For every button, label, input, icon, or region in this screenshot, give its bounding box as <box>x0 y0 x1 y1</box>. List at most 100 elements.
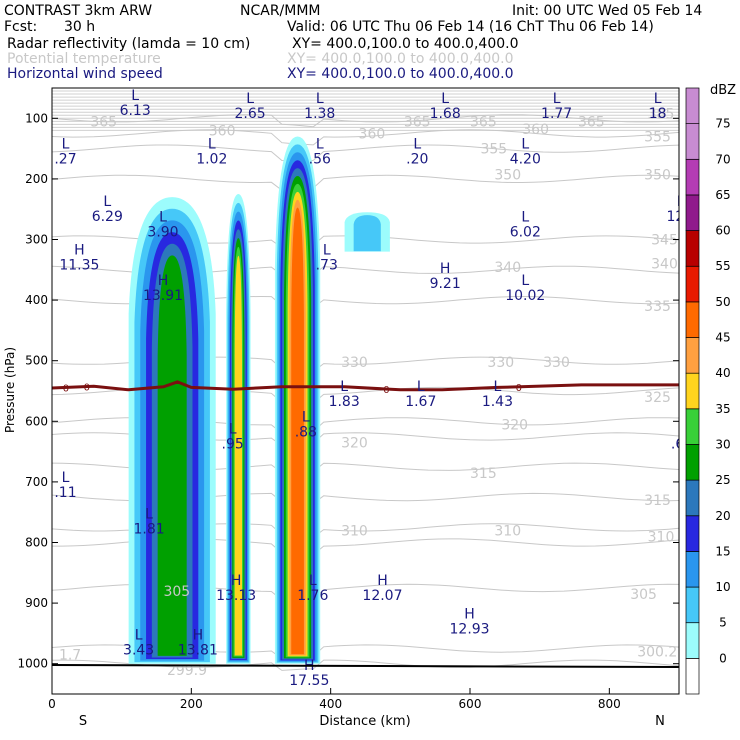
theta-label: 350 <box>644 168 671 184</box>
wind-extremum-value: .11 <box>54 485 76 501</box>
colorbar-tick-label: 70 <box>715 152 730 166</box>
colorbar-swatch <box>685 337 700 374</box>
wind-extremum-value: 12.7 <box>666 209 697 225</box>
theta-contour <box>52 114 679 128</box>
colorbar-tick-label: 30 <box>715 437 730 451</box>
y-tick-label: 500 <box>25 354 48 368</box>
wind-extremum-value: 1.68 <box>430 106 461 122</box>
colorbar-swatch <box>685 515 700 552</box>
theta-label: 355 <box>480 142 507 158</box>
wind-extremum-value: 1.02 <box>196 152 227 168</box>
theta-label: 330 <box>341 355 368 371</box>
field-1-xy: XY= 400.0,100.0 to 400.0,400.0 <box>292 36 519 52</box>
freezing-level-label: 0 <box>516 383 522 394</box>
wind-extremum-value: 6.13 <box>120 103 151 119</box>
plot-area: 0 0 0 0 365 360 360 365 365 365 360 385 355 355 350 35… <box>52 88 697 689</box>
wind-extremum-type: L <box>62 470 70 486</box>
wind-extremum-value: .95 <box>222 436 244 452</box>
theta-label: 300.2 <box>637 645 677 661</box>
reflectivity-contour <box>157 255 187 656</box>
wind-extremum-type: H <box>440 261 451 277</box>
wind-extremum-value: 2.65 <box>235 106 266 122</box>
wind-extremum-type: L <box>302 409 310 425</box>
wind-extremum-value: .20 <box>406 152 428 168</box>
field-1-name: Radar reflectivity (lamda = 10 cm) <box>7 36 250 52</box>
theta-label: 360 <box>209 123 236 139</box>
colorbar-unit: dBZ <box>710 83 736 98</box>
wind-extremum-value: 10.02 <box>505 288 545 304</box>
plot-frame <box>51 87 680 695</box>
theta-label: 340 <box>494 260 521 276</box>
y-tick-label: 600 <box>25 414 48 428</box>
model-title: CONTRAST 3km ARW <box>4 3 152 19</box>
wind-extremum-value: 3.90 <box>147 224 178 240</box>
wind-extremum-type: L <box>246 91 254 107</box>
colorbar-swatch <box>685 586 700 624</box>
colorbar-tick-label: 65 <box>715 188 730 202</box>
wind-extremum-type: L <box>159 209 167 225</box>
wind-extremum-value: 4.20 <box>510 152 541 168</box>
wind-extremum-value: 17.55 <box>289 673 329 689</box>
colorbar-swatch <box>685 551 700 588</box>
theta-label: 320 <box>341 436 368 452</box>
wind-extremum-type: L <box>145 506 153 522</box>
wind-extremum-type: L <box>521 273 529 289</box>
wind-extremum-value: 11.35 <box>59 258 99 274</box>
reflectivity-contour <box>353 215 381 252</box>
wind-extremum-type: L <box>316 91 324 107</box>
colorbar: 0 5 10 15 20 25 30 35 40 45 50 55 60 65 70 75 <box>685 87 731 695</box>
wind-extremum-type: L <box>553 91 561 107</box>
reflectivity-contour <box>291 207 304 655</box>
wind-extremum-type: L <box>340 379 348 395</box>
colorbar-tick-label: 45 <box>715 331 730 345</box>
colorbar-tick-label: 25 <box>715 473 730 487</box>
theta-label: 355 <box>644 129 671 145</box>
wind-extremum-value: 1.38 <box>304 106 335 122</box>
colorbar-swatch <box>685 87 700 124</box>
theta-label: 365 <box>90 114 117 130</box>
theta-labels: 365 360 360 365 365 365 360 385 355 355 350 350 345 3… <box>59 106 678 678</box>
colorbar-tick-label: 15 <box>715 544 730 558</box>
theta-label: 345 <box>651 233 678 249</box>
init-time: Init: 00 UTC Wed 05 Feb 14 <box>512 3 702 19</box>
theta-label: 365 <box>404 114 431 130</box>
theta-label: 315 <box>644 493 671 509</box>
y-tick-label: 400 <box>25 293 48 307</box>
theta-label: 310 <box>494 523 521 539</box>
field-3-name: Horizontal wind speed <box>7 66 163 82</box>
fcst-label: Fcst: <box>4 19 37 35</box>
theta-label: 365 <box>470 114 497 130</box>
theta-label: 315 <box>470 466 497 482</box>
colorbar-swatch <box>685 372 700 410</box>
x-tick-label: 200 <box>180 697 203 711</box>
theta-label: 320 <box>501 417 528 433</box>
wind-extremum-type: L <box>417 379 425 395</box>
x-tick-label: 800 <box>598 697 621 711</box>
colorbar-tick-label: 40 <box>715 366 730 380</box>
wind-extremum-value: 9.21 <box>430 276 461 292</box>
valid-time: Valid: 06 UTC Thu 06 Feb 14 (16 ChT Thu … <box>287 19 654 35</box>
center-label: NCAR/MMM <box>240 3 321 19</box>
wind-extremum-type: L <box>654 91 662 107</box>
theta-label: 325 <box>644 390 671 406</box>
wind-extremum-value: 12.93 <box>450 621 490 637</box>
theta-label: 299.9 <box>167 663 207 679</box>
theta-label: 305 <box>630 587 657 603</box>
wind-extremum-value: 1.43 <box>482 394 513 410</box>
theta-label: 310 <box>341 523 368 539</box>
wind-extremum-type: L <box>135 627 143 643</box>
colorbar-swatch <box>685 123 700 160</box>
colorbar-tick-label: 10 <box>715 580 730 594</box>
y-tick-label: 1000 <box>17 657 48 671</box>
y-tick-label: 200 <box>25 172 48 186</box>
wind-extremum-type: H <box>158 273 169 289</box>
colorbar-swatch <box>685 301 700 338</box>
theta-label: 360 <box>359 126 386 142</box>
freezing-level-label: 0 <box>63 383 69 394</box>
colorbar-swatch <box>685 479 700 517</box>
wind-extremum-value: .27 <box>54 152 76 168</box>
colorbar-tick-label: 55 <box>715 259 730 273</box>
colorbar-swatch <box>685 265 700 303</box>
wind-extremum-type: L <box>229 421 237 437</box>
